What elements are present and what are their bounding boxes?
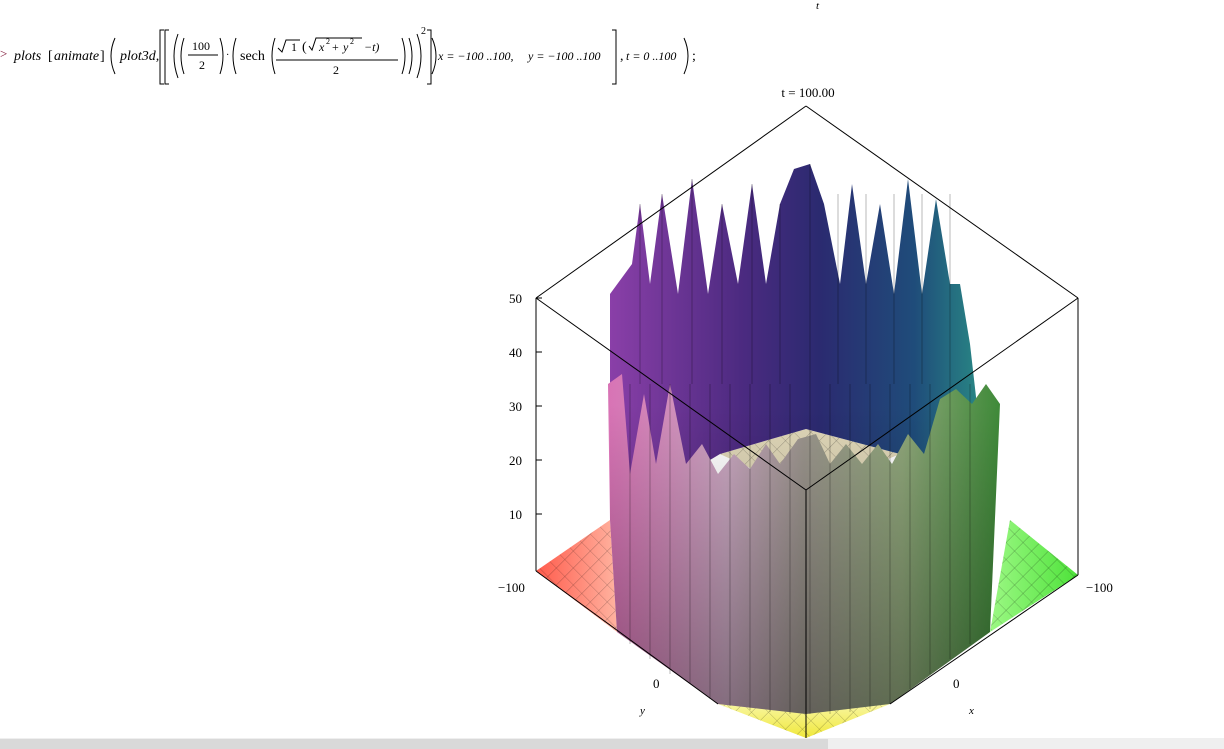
frame-label: t = 100.00 (781, 85, 834, 100)
t-range: t = 0 ..100 (626, 49, 676, 63)
fraction-numerator: 100 (192, 39, 210, 53)
func-animate: animate (54, 49, 99, 64)
z-tick-30: 30 (509, 399, 522, 414)
svg-text:[: [ (48, 49, 53, 64)
maple-command-line[interactable]: > plots [ animate ] plot3d, 100 2 · sech (0, 18, 720, 88)
y-exponent: 2 (350, 37, 354, 46)
bounding-box (535, 105, 1079, 738)
command-expression[interactable]: plots [ animate ] plot3d, 100 2 · sech 1… (12, 18, 712, 88)
sqrt-one: 1 (291, 40, 297, 54)
svg-text:,: , (620, 49, 624, 64)
scrollbar-thumb[interactable] (0, 739, 828, 749)
x-axis-label: x (968, 705, 974, 717)
y-variable: y (342, 40, 349, 54)
y-axis-label: y (639, 705, 645, 717)
func-plot3d: plot3d, (119, 49, 159, 64)
z-tick-10: 10 (509, 507, 522, 522)
x-variable: x (318, 40, 325, 54)
svg-text:]: ] (100, 49, 105, 64)
outer-exponent: 2 (421, 26, 426, 37)
func-plots: plots (13, 49, 42, 64)
y-axis-zero-label: 0 (653, 676, 660, 691)
x-axis-zero-label: 0 (953, 676, 960, 691)
z-tick-40: 40 (509, 345, 522, 360)
prompt-arrow: > (0, 46, 8, 61)
x-range: x = −100 ..100, (437, 49, 514, 63)
minus-t: −t) (364, 40, 379, 54)
plot3d-canvas[interactable]: t = 100.00 (480, 84, 1224, 738)
y-axis-min-label: −100 (498, 580, 525, 595)
animated-3d-plot[interactable]: t = 100.00 (480, 84, 1224, 738)
z-tick-20: 20 (509, 453, 522, 468)
z-tick-50: 50 (509, 291, 522, 306)
half-denominator: 2 (333, 63, 339, 77)
top-variable-label: t (816, 0, 820, 12)
terminator: ; (692, 49, 696, 64)
svg-text:(: ( (302, 40, 307, 55)
x-axis-min-label: −100 (1086, 580, 1113, 595)
horizontal-scrollbar[interactable] (0, 738, 1224, 749)
svg-text:·: · (226, 50, 229, 61)
x-exponent: 2 (326, 37, 330, 46)
y-range: y = −100 ..100 (527, 49, 601, 63)
sech-function: sech (240, 49, 265, 64)
fraction-denominator: 2 (199, 58, 205, 72)
svg-text:+: + (332, 40, 339, 54)
